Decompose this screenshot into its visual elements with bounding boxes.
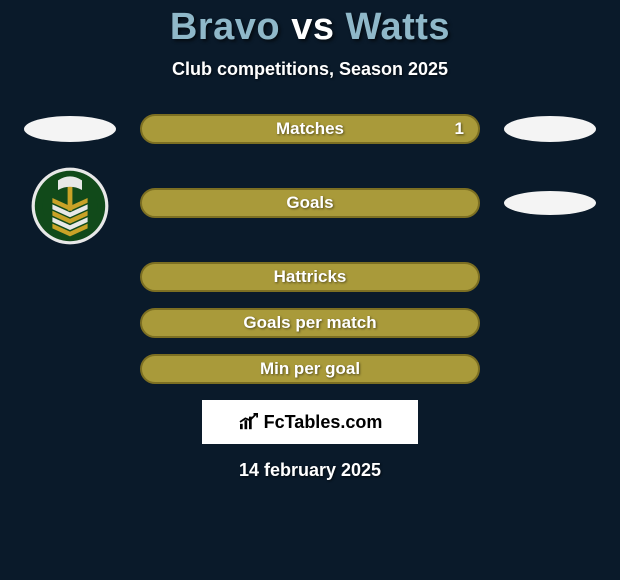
stat-row-mpg: Min per goal: [0, 354, 620, 384]
stat-bar-mpg: Min per goal: [140, 354, 480, 384]
stat-label: Goals: [286, 193, 333, 213]
player2-name: Watts: [346, 6, 451, 48]
stat-bar-hattricks: Hattricks: [140, 262, 480, 292]
brand-label: FcTables.com: [238, 412, 383, 433]
stat-label: Hattricks: [274, 267, 347, 287]
right-oval: [504, 116, 596, 142]
left-slot: [20, 160, 120, 246]
right-slot: [500, 354, 600, 384]
comparison-card: Bravo vs Watts Club competitions, Season…: [0, 0, 620, 580]
stat-row-goals: Goals: [0, 160, 620, 246]
right-slot: [500, 308, 600, 338]
stat-label: Goals per match: [243, 313, 376, 333]
stat-row-hattricks: Hattricks: [0, 262, 620, 292]
left-slot: [20, 114, 120, 144]
left-slot: [20, 354, 120, 384]
stat-label: Min per goal: [260, 359, 360, 379]
stat-bar-matches: Matches 1: [140, 114, 480, 144]
chart-icon: [238, 413, 260, 431]
stat-row-gpm: Goals per match: [0, 308, 620, 338]
brand-box[interactable]: FcTables.com: [202, 400, 418, 444]
left-slot: [20, 308, 120, 338]
vs-separator: vs: [291, 6, 334, 48]
subtitle: Club competitions, Season 2025: [0, 59, 620, 80]
left-oval: [24, 116, 116, 142]
brand-text: FcTables.com: [264, 412, 383, 433]
date-text: 14 february 2025: [0, 460, 620, 481]
right-slot: [500, 262, 600, 292]
player1-name: Bravo: [170, 6, 280, 48]
team-crest-icon: [30, 166, 110, 246]
right-oval: [504, 191, 596, 215]
stat-row-matches: Matches 1: [0, 114, 620, 144]
stat-value-right: 1: [455, 119, 464, 139]
stat-label: Matches: [276, 119, 344, 139]
left-slot: [20, 262, 120, 292]
right-slot: [500, 114, 600, 144]
stat-bar-gpm: Goals per match: [140, 308, 480, 338]
page-title: Bravo vs Watts: [0, 6, 620, 49]
right-slot: [500, 188, 600, 218]
stat-bar-goals: Goals: [140, 188, 480, 218]
